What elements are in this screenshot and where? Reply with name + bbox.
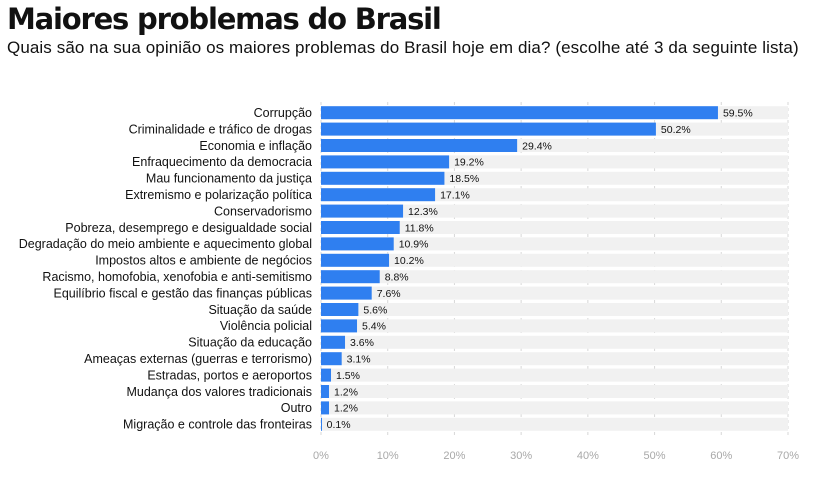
bar-track — [321, 253, 788, 267]
data-label: 50.2% — [661, 124, 691, 136]
bar — [321, 237, 394, 251]
bar-track — [321, 204, 788, 218]
bar — [321, 188, 436, 202]
bar-track — [321, 385, 788, 398]
x-tick-label: 40% — [577, 450, 599, 462]
data-label: 7.6% — [377, 288, 401, 300]
bar — [321, 106, 718, 120]
bar-track — [321, 303, 788, 316]
category-label: Economia e inflação — [199, 139, 312, 153]
category-label: Outro — [281, 401, 312, 415]
category-label: Degradação do meio ambiente e aqueciment… — [19, 237, 312, 251]
category-label: Corrupção — [254, 106, 312, 120]
bar — [321, 286, 372, 300]
bar — [321, 139, 518, 152]
data-label: 5.6% — [363, 304, 387, 316]
data-label: 17.1% — [440, 190, 470, 202]
label-layer: Corrupção 59.5% Criminalidade e tráfico de… — [19, 106, 753, 432]
chart-title: Maiores problemas do Brasil — [7, 2, 442, 36]
bar — [321, 385, 330, 398]
bar-layer — [321, 106, 718, 431]
x-tick-label: 0% — [313, 450, 329, 462]
category-label: Migração e controle das fronteiras — [123, 418, 312, 432]
data-label: 3.1% — [347, 354, 371, 366]
bar — [321, 221, 400, 234]
category-label: Situação da educação — [188, 336, 312, 350]
track-layer — [321, 106, 788, 431]
bar — [321, 352, 342, 366]
bar — [321, 204, 404, 218]
category-label: Pobreza, desemprego e desigualdade socia… — [65, 221, 312, 235]
bar-track — [321, 221, 788, 234]
x-tick-label: 10% — [377, 450, 399, 462]
bar — [321, 417, 322, 431]
data-label: 5.4% — [362, 321, 386, 333]
data-label: 29.4% — [522, 140, 552, 152]
x-axis: 0% 10% 20% 30% 40% 50% 60% 70% — [313, 450, 799, 462]
bar — [321, 155, 450, 169]
bar — [321, 319, 358, 333]
category-label: Extremismo e polarização política — [125, 188, 312, 202]
bar-track — [321, 270, 788, 284]
bar — [321, 270, 380, 284]
bar-track — [321, 286, 788, 300]
data-label: 1.5% — [336, 370, 360, 382]
data-label: 8.8% — [385, 272, 409, 284]
bar — [321, 368, 332, 382]
category-label: Racismo, homofobia, xenofobia e anti-sem… — [42, 270, 312, 284]
data-label: 10.2% — [394, 255, 424, 267]
category-label: Mudança dos valores tradicionais — [126, 385, 312, 399]
category-label: Violência policial — [220, 319, 312, 333]
chart-subtitle: Quais são na sua opinião os maiores prob… — [7, 38, 799, 57]
data-label: 0.1% — [327, 419, 351, 431]
category-label: Estradas, portos e aeroportos — [147, 368, 312, 382]
x-tick-label: 30% — [510, 450, 532, 462]
x-tick-label: 60% — [710, 450, 732, 462]
bar — [321, 303, 359, 316]
data-label: 3.6% — [350, 337, 374, 349]
category-label: Mau funcionamento da justiça — [146, 172, 312, 186]
category-label: Equilíbrio fiscal e gestão das finanças … — [54, 286, 312, 300]
x-tick-label: 70% — [777, 450, 799, 462]
bar-track — [321, 335, 788, 349]
data-label: 11.8% — [405, 222, 434, 234]
category-label: Impostos altos e ambiente de negócios — [95, 254, 312, 268]
data-label: 10.9% — [399, 239, 429, 251]
x-tick-label: 20% — [443, 450, 465, 462]
bar-track — [321, 352, 788, 366]
data-label: 1.2% — [334, 386, 358, 398]
bar-track — [321, 401, 788, 415]
bar — [321, 122, 656, 136]
bar-track — [321, 319, 788, 333]
data-label: 59.5% — [723, 108, 753, 120]
data-label: 18.5% — [449, 173, 479, 185]
category-label: Ameaças externas (guerras e terrorismo) — [84, 352, 312, 366]
bar-track — [321, 368, 788, 382]
x-tick-label: 50% — [644, 450, 666, 462]
bar — [321, 253, 390, 267]
data-label: 19.2% — [454, 157, 484, 169]
bar — [321, 171, 445, 185]
category-label: Criminalidade e tráfico de drogas — [129, 122, 312, 136]
category-label: Enfraquecimento da democracia — [132, 155, 312, 169]
category-label: Situação da saúde — [208, 303, 312, 317]
data-label: 1.2% — [334, 403, 358, 415]
bar-track — [321, 417, 788, 431]
category-label: Conservadorismo — [214, 204, 312, 218]
data-label: 12.3% — [408, 206, 438, 218]
bar-track — [321, 237, 788, 251]
bar — [321, 335, 346, 349]
bar — [321, 401, 330, 415]
bar-track — [321, 188, 788, 202]
